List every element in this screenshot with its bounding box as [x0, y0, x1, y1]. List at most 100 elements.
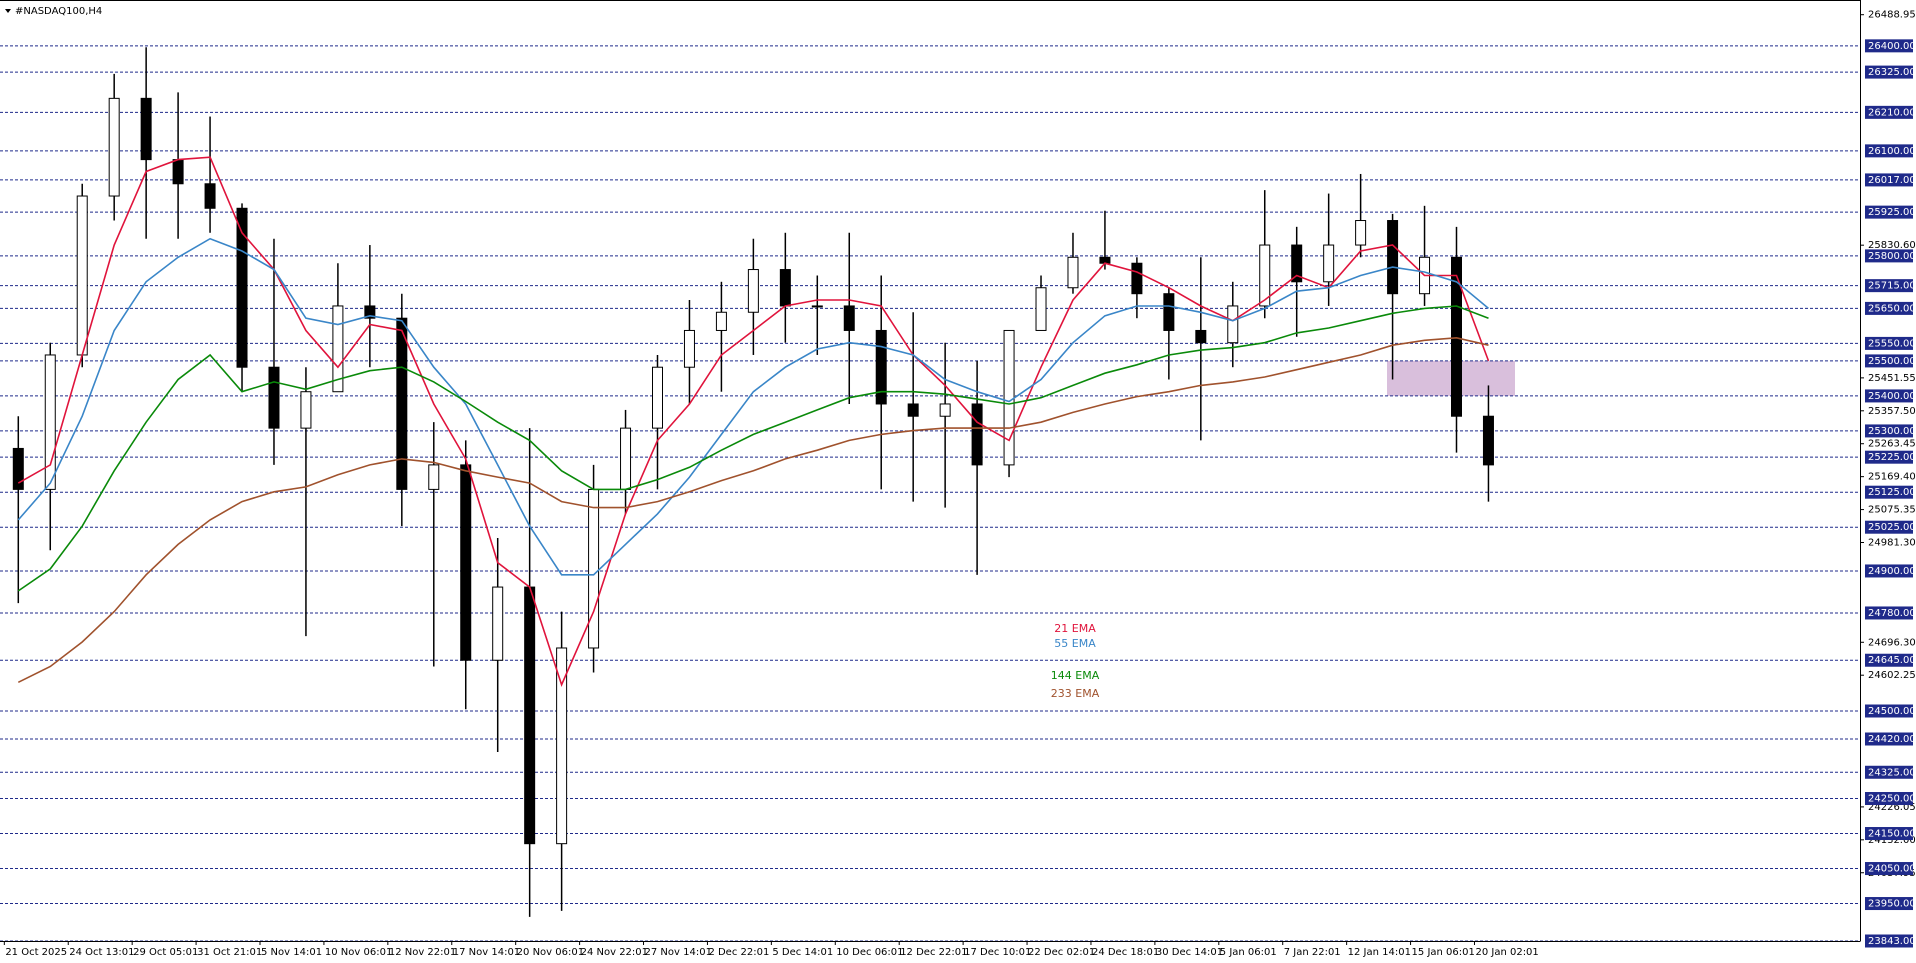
y-tick-label: 25169.40	[1868, 472, 1916, 483]
level-label-box	[1865, 389, 1913, 403]
candle-body	[715, 311, 727, 331]
level-label-box	[1865, 732, 1913, 746]
level-label-box	[1865, 105, 1913, 119]
level-label-box	[1865, 65, 1913, 79]
candle-body	[1387, 220, 1399, 295]
candle-body	[44, 354, 56, 490]
x-tick-label: 22 Dec 02:01	[1028, 947, 1095, 958]
level-label-box	[1865, 862, 1913, 876]
candle-body	[1035, 287, 1047, 331]
y-tick-label: 25075.35	[1868, 505, 1916, 516]
candle-body	[1163, 293, 1175, 331]
candle-body	[332, 305, 344, 393]
x-tick-label: 24 Dec 18:01	[1092, 947, 1159, 958]
y-tick-label: 26488.95	[1868, 10, 1916, 21]
y-tick-label: 24602.25	[1868, 670, 1916, 681]
x-tick-label: 2 Dec 22:01	[708, 947, 769, 958]
x-tick-label: 21 Oct 2025	[5, 947, 67, 958]
x-tick-label: 10 Dec 06:01	[836, 947, 903, 958]
ema-line	[17, 156, 1490, 687]
x-tick-label: 12 Dec 22:01	[900, 947, 967, 958]
level-label: 25925.00	[1868, 207, 1916, 218]
level-label-box	[1865, 485, 1913, 499]
x-tick-label: 5 Jan 06:01	[1220, 947, 1277, 958]
level-label-box	[1865, 144, 1913, 158]
level-label: 25400.00	[1868, 391, 1916, 402]
candle-body	[12, 447, 24, 490]
y-tick-label: 24981.30	[1868, 538, 1916, 549]
level-label: 25225.00	[1868, 452, 1916, 463]
candle-body	[1323, 244, 1335, 283]
menu-arrow[interactable]	[5, 9, 11, 13]
candle-body	[428, 464, 440, 490]
level-label: 23950.00	[1868, 899, 1916, 910]
candle-body	[1259, 244, 1271, 307]
candle-body	[620, 427, 632, 490]
candle-body	[140, 97, 152, 161]
candle-body	[939, 403, 951, 417]
level-label-box	[1865, 424, 1913, 438]
candle-body	[907, 403, 919, 417]
candle-body	[747, 269, 759, 313]
x-tick-label: 17 Dec 10:01	[964, 947, 1031, 958]
level-label: 24150.00	[1868, 829, 1916, 840]
x-tick-label: 20 Nov 06:01	[517, 947, 584, 958]
y-tick-label: 25263.45	[1868, 439, 1916, 450]
x-tick-label: 24 Oct 13:01	[69, 947, 134, 958]
candle-body	[524, 586, 536, 845]
legend-label: 55 EMA	[1054, 637, 1096, 650]
candle-body	[172, 159, 184, 185]
level-label: 24900.00	[1868, 566, 1916, 577]
x-tick-label: 27 Nov 14:01	[645, 947, 712, 958]
level-label-box	[1865, 249, 1913, 263]
level-label: 25715.00	[1868, 281, 1916, 292]
candle-body	[1227, 305, 1239, 344]
candle-body	[1099, 256, 1111, 264]
level-label-box	[1865, 792, 1913, 806]
x-tick-label: 5 Nov 14:01	[261, 947, 322, 958]
level-label: 25025.00	[1868, 522, 1916, 533]
candle-body	[268, 366, 280, 429]
level-label: 26210.00	[1868, 107, 1916, 118]
candle-body	[396, 317, 408, 490]
y-tick-label: 25357.50	[1868, 406, 1916, 417]
level-label: 24325.00	[1868, 767, 1916, 778]
candle-body	[1355, 220, 1367, 246]
x-tick-label: 31 Oct 21:01	[197, 947, 262, 958]
level-label-box	[1865, 897, 1913, 911]
level-label: 25800.00	[1868, 251, 1916, 262]
y-tick-label: 24226.05	[1868, 802, 1916, 813]
candle-body	[108, 97, 120, 197]
level-label-box	[1865, 606, 1913, 620]
candle-body	[811, 305, 823, 308]
level-label: 25550.00	[1868, 338, 1916, 349]
level-label-box	[1865, 301, 1913, 315]
level-label-box	[1865, 205, 1913, 219]
candle-body	[1131, 262, 1143, 295]
candle-body	[843, 305, 855, 331]
x-tick-label: 7 Jan 22:01	[1284, 947, 1341, 958]
x-tick-label: 12 Nov 22:01	[389, 947, 456, 958]
x-tick-label: 29 Oct 05:01	[133, 947, 198, 958]
legend-label: 233 EMA	[1051, 687, 1100, 700]
level-label-box	[1865, 653, 1913, 667]
x-tick-label: 30 Dec 14:01	[1156, 947, 1223, 958]
level-label-box	[1865, 765, 1913, 779]
candle-body	[971, 403, 983, 466]
candle-body	[300, 391, 312, 429]
x-tick-label: 17 Nov 14:01	[453, 947, 520, 958]
level-label: 26400.00	[1868, 41, 1916, 52]
level-label: 24645.00	[1868, 655, 1916, 666]
candle-body	[1451, 256, 1462, 417]
level-label-box	[1865, 354, 1913, 368]
level-label: 24420.00	[1868, 734, 1916, 745]
level-label: 24780.00	[1868, 608, 1916, 619]
level-label: 25650.00	[1868, 303, 1916, 314]
level-label-box	[1865, 564, 1913, 578]
candle-body	[875, 329, 887, 405]
x-tick-label: 15 Jan 06:01	[1412, 947, 1475, 958]
y-tick-label: 25830.60	[1868, 240, 1916, 251]
candle-body	[1003, 329, 1015, 466]
candle-body	[652, 366, 663, 429]
